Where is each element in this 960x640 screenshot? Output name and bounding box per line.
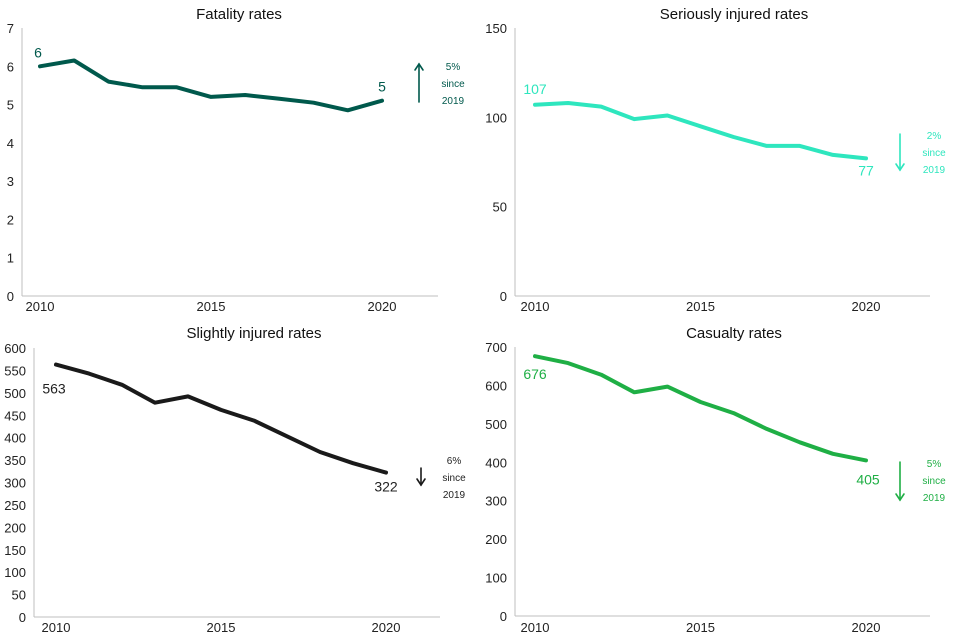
y-tick-label: 700 [485,340,507,355]
arrow-head [895,163,905,172]
y-tick-label: 200 [4,520,26,535]
first-value-label: 676 [523,366,547,382]
x-tick-label: 2015 [686,620,715,635]
y-tick-label: 50 [12,588,26,603]
y-tick-label: 300 [485,494,507,509]
change-annotation: 2019 [443,490,466,501]
y-tick-label: 150 [4,543,26,558]
y-tick-label: 7 [7,21,14,36]
first-value-label: 107 [523,81,547,97]
y-tick-label: 400 [4,431,26,446]
change-annotation: 2% [927,131,942,142]
y-tick-label: 250 [4,498,26,513]
y-tick-label: 600 [485,378,507,393]
x-tick-label: 2020 [852,299,881,314]
series-line [533,354,868,463]
chart-panel-1: Fatality rates 0 1 2 3 4 5 6 7 2010 2015 2020 6 5 5% si… [7,6,465,314]
y-tick-label: 3 [7,174,14,189]
x-tick-label: 2020 [372,620,401,635]
y-tick-label: 400 [485,455,507,470]
arrow-down-icon [895,461,905,502]
last-value-label: 322 [374,479,398,495]
x-tick-label: 2020 [368,299,397,314]
y-tick-label: 2 [7,212,14,227]
series-line [38,58,384,113]
y-tick-label: 600 [4,341,26,356]
change-annotation: 5% [446,62,461,73]
x-tick-label: 2015 [686,299,715,314]
arrow-head [416,478,426,487]
y-tick-label: 6 [7,59,14,74]
y-tick-label: 0 [7,289,14,304]
change-annotation: since [922,148,946,159]
y-tick-label: 150 [485,21,507,36]
y-tick-label: 100 [485,110,507,125]
change-annotation: 6% [447,456,462,467]
y-tick-label: 4 [7,136,14,151]
arrow-up-icon [414,62,424,103]
arrow-head [414,62,424,71]
x-tick-label: 2015 [197,299,226,314]
y-tick-label: 550 [4,363,26,378]
chart-title: Seriously injured rates [660,6,808,23]
x-tick-label: 2015 [207,620,236,635]
first-value-label: 6 [34,44,42,60]
y-tick-label: 200 [485,532,507,547]
y-tick-label: 0 [500,609,507,624]
y-tick-label: 0 [19,610,26,625]
y-tick-label: 300 [4,476,26,491]
series-line [533,101,868,161]
chart-panel-3: Slightly injured rates 0 50 100 150 200 250 300… [4,325,466,635]
y-tick-label: 5 [7,98,14,113]
chart-title: Casualty rates [686,325,782,342]
y-tick-label: 500 [4,386,26,401]
last-value-label: 405 [856,471,880,487]
y-tick-label: 500 [485,417,507,432]
x-tick-label: 2010 [26,299,55,314]
y-tick-label: 50 [493,200,507,215]
change-annotation: 2019 [923,165,946,176]
change-annotation: 5% [927,459,942,470]
change-annotation: 2019 [923,493,946,504]
y-tick-label: 350 [4,453,26,468]
change-annotation: since [922,476,946,487]
y-tick-label: 0 [500,289,507,304]
y-tick-label: 100 [4,565,26,580]
last-value-label: 77 [858,162,874,178]
y-tick-label: 450 [4,408,26,423]
arrow-down-icon [895,133,905,172]
chart-panel-4: Casualty rates 0 100 200 300 400 500 600 700 2010… [485,325,946,635]
y-tick-label: 100 [485,571,507,586]
first-value-label: 563 [42,381,66,397]
x-tick-label: 2010 [521,620,550,635]
x-tick-label: 2010 [42,620,71,635]
arrow-down-icon [416,467,426,487]
arrow-head [895,493,905,502]
change-annotation: 2019 [442,96,465,107]
x-tick-label: 2020 [852,620,881,635]
x-tick-label: 2010 [521,299,550,314]
series-line [54,362,388,475]
chart-panel-2: Seriously injured rates 0 50 100 150 2010 2015… [485,6,946,314]
chart-title: Slightly injured rates [186,325,321,342]
change-annotation: since [441,79,465,90]
y-tick-label: 1 [7,251,14,266]
change-annotation: since [442,473,466,484]
chart-title: Fatality rates [196,6,282,23]
last-value-label: 5 [378,79,386,95]
